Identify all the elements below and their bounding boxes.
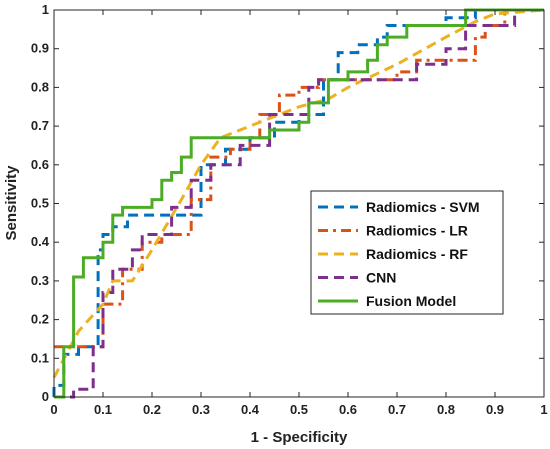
legend-label-0: Radiomics - SVM <box>366 199 480 215</box>
series-line-4 <box>54 8 544 399</box>
x-tick-label: 0.5 <box>290 402 308 417</box>
y-tick-label: 0.6 <box>31 157 49 172</box>
x-tick-label: 0.7 <box>388 402 406 417</box>
x-tick-label: 1 <box>540 402 547 417</box>
x-tick-label: 0.4 <box>241 402 260 417</box>
series-line-3 <box>54 8 544 399</box>
y-tick-label: 0 <box>42 389 49 404</box>
x-tick-label: 0.9 <box>486 402 504 417</box>
y-tick-label: 0.7 <box>31 118 49 133</box>
x-axis-label: 1 - Specificity <box>251 429 348 446</box>
x-tick-label: 0.8 <box>437 402 455 417</box>
y-tick-label: 0.5 <box>31 196 49 211</box>
legend-label-1: Radiomics - LR <box>366 223 468 239</box>
ticks-layer: 0 0.1 0.2 0.3 0.4 0.5 0.6 0.7 0.8 0.9 1 0 0.1 0.2 0.3 0… <box>31 2 548 417</box>
series-layer <box>52 8 545 399</box>
y-tick-label: 0.8 <box>31 79 49 94</box>
y-tick-label: 0.3 <box>31 273 49 288</box>
legend-label-2: Radiomics - RF <box>366 246 468 262</box>
legend-label-3: CNN <box>366 270 396 286</box>
x-tick-label: 0 <box>50 402 57 417</box>
y-tick-label: 1 <box>42 2 49 17</box>
y-tick-label: 0.4 <box>31 234 50 249</box>
y-axis-label: Sensitivity <box>3 165 20 241</box>
x-tick-label: 0.1 <box>94 402 112 417</box>
x-tick-label: 0.3 <box>192 402 210 417</box>
legend: Radiomics - SVM Radiomics - LR Radiomics -… <box>310 190 504 315</box>
y-tick-label: 0.2 <box>31 312 49 327</box>
y-tick-label: 0.9 <box>31 41 49 56</box>
y-tick-label: 0.1 <box>31 350 49 365</box>
x-tick-label: 0.6 <box>339 402 357 417</box>
legend-label-4: Fusion Model <box>366 293 456 309</box>
x-tick-label: 0.2 <box>143 402 161 417</box>
series-line-1 <box>54 8 544 349</box>
series-line-2 <box>52 8 545 379</box>
